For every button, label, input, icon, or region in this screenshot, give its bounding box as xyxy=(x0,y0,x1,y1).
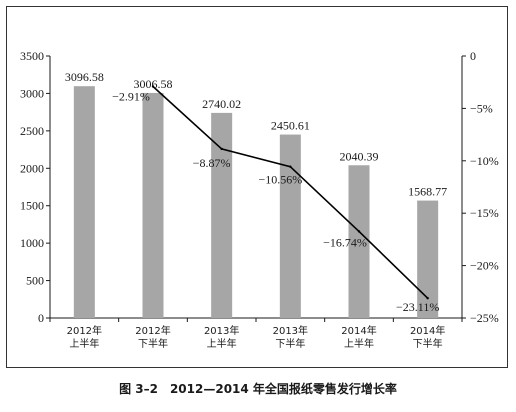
left-tick-label: 1500 xyxy=(20,199,44,213)
bar xyxy=(211,112,233,319)
line-value-label: −23.11% xyxy=(396,300,439,314)
right-tick-label: −20% xyxy=(470,259,499,273)
right-tick-label: −15% xyxy=(470,206,499,220)
bar-value-label: 2040.39 xyxy=(340,149,379,163)
right-tick-label: −10% xyxy=(470,154,499,168)
x-tick-label-year: 2013年 xyxy=(273,324,308,337)
line-point xyxy=(426,296,429,300)
combo-chart: 0 500 1000 1500 2000 2500 3000 3500 0 −5% −10% −15%… xyxy=(20,49,499,350)
x-tick-label-half: 上半年 xyxy=(344,337,374,350)
x-tick-label-half: 上半年 xyxy=(207,337,237,350)
bar xyxy=(417,200,439,318)
line-point xyxy=(357,230,361,233)
chart-frame: 0 500 1000 1500 2000 2500 3000 3500 0 −5% −10% −15%… xyxy=(6,6,508,368)
left-tick-label: 500 xyxy=(26,274,44,288)
left-tick-label: 2500 xyxy=(20,124,44,138)
x-tick-label-year: 2014年 xyxy=(341,324,376,337)
line-point xyxy=(289,165,292,168)
left-tick-label: 0 xyxy=(38,311,44,325)
x-tick-label-half: 下半年 xyxy=(413,337,443,350)
bar-value-label: 2740.02 xyxy=(202,97,241,111)
x-tick-label-year: 2012年 xyxy=(67,324,102,337)
bar xyxy=(348,165,370,318)
bar-value-label: 1568.77 xyxy=(408,185,447,199)
bar-value-label: 3006.58 xyxy=(134,77,173,91)
left-tick-label: 3500 xyxy=(20,49,44,63)
figure-caption: 图 3–2 2012—2014 年全国报纸零售发行增长率 xyxy=(119,382,397,396)
right-tick-label: 0 xyxy=(470,49,476,63)
x-tick-label-year: 2012年 xyxy=(135,324,170,337)
line-value-label: −8.87% xyxy=(193,156,231,170)
x-tick-label-half: 上半年 xyxy=(69,337,99,350)
line-value-label: −16.74% xyxy=(323,235,367,249)
x-tick-label-half: 下半年 xyxy=(138,337,168,350)
x-tick-label-year: 2014年 xyxy=(410,324,445,337)
x-tick-label-half: 下半年 xyxy=(275,337,305,350)
bar-value-label: 2450.61 xyxy=(271,119,310,133)
line-value-label: −10.56% xyxy=(258,173,302,187)
left-tick-label: 3000 xyxy=(20,86,44,100)
left-tick-label: 1000 xyxy=(20,236,44,250)
right-tick-label: −25% xyxy=(470,311,499,325)
bar xyxy=(73,86,95,318)
line-value-label: −2.91% xyxy=(112,89,150,103)
right-tick-label: −5% xyxy=(470,101,493,115)
bar-value-label: 3096.58 xyxy=(65,70,104,84)
bar xyxy=(142,92,164,319)
bar xyxy=(279,134,301,318)
line-point xyxy=(220,147,223,151)
line-point xyxy=(151,85,155,88)
x-tick-label-year: 2013年 xyxy=(204,324,239,337)
left-tick-label: 2000 xyxy=(20,161,44,175)
